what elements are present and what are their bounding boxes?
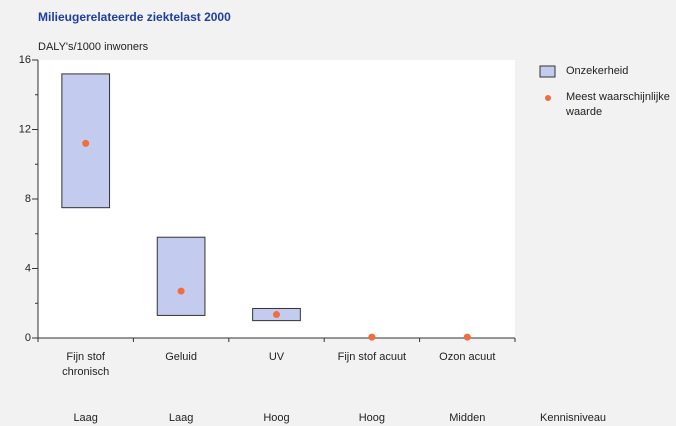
range-box xyxy=(156,236,206,316)
x-tick-label: Fijn stof acuut xyxy=(337,351,407,363)
x-tick-label: Geluid xyxy=(165,351,197,363)
legend-swatch xyxy=(539,65,556,78)
kennisniveau-label: Midden xyxy=(449,412,486,424)
point xyxy=(368,333,376,341)
y-tick-label: 16 xyxy=(19,54,31,66)
x-tick-label: Fijn stof chronisch xyxy=(62,351,110,378)
plot-area xyxy=(38,60,515,338)
legend-label: Meest waarschijnlijke waarde xyxy=(566,91,670,118)
kennisniveau-label: Hoog xyxy=(358,412,386,424)
y-axis-label: DALY's/1000 inwoners xyxy=(38,41,149,53)
kennisniveau-label: Laag xyxy=(168,412,194,424)
y-tick-label: 4 xyxy=(25,262,31,274)
y-tick-label: 8 xyxy=(25,193,31,205)
kennisniveau-label: Laag xyxy=(73,412,98,424)
point xyxy=(463,333,471,341)
point xyxy=(177,287,185,295)
y-tick-label: 0 xyxy=(25,332,31,344)
chart-title: Milieugerelateerde ziektelast 2000 xyxy=(38,10,231,24)
legend-label: Onzekerheid xyxy=(566,65,629,77)
kennisniveau-title: Kennisniveau xyxy=(540,412,607,424)
y-tick-label: 12 xyxy=(19,123,31,135)
x-tick-label: UV xyxy=(268,351,285,363)
kennisniveau-label: Hoog xyxy=(263,412,290,424)
point xyxy=(273,311,280,319)
x-tick-label: Ozon acuut xyxy=(439,351,496,363)
legend-swatch xyxy=(545,95,551,101)
point xyxy=(82,139,90,147)
